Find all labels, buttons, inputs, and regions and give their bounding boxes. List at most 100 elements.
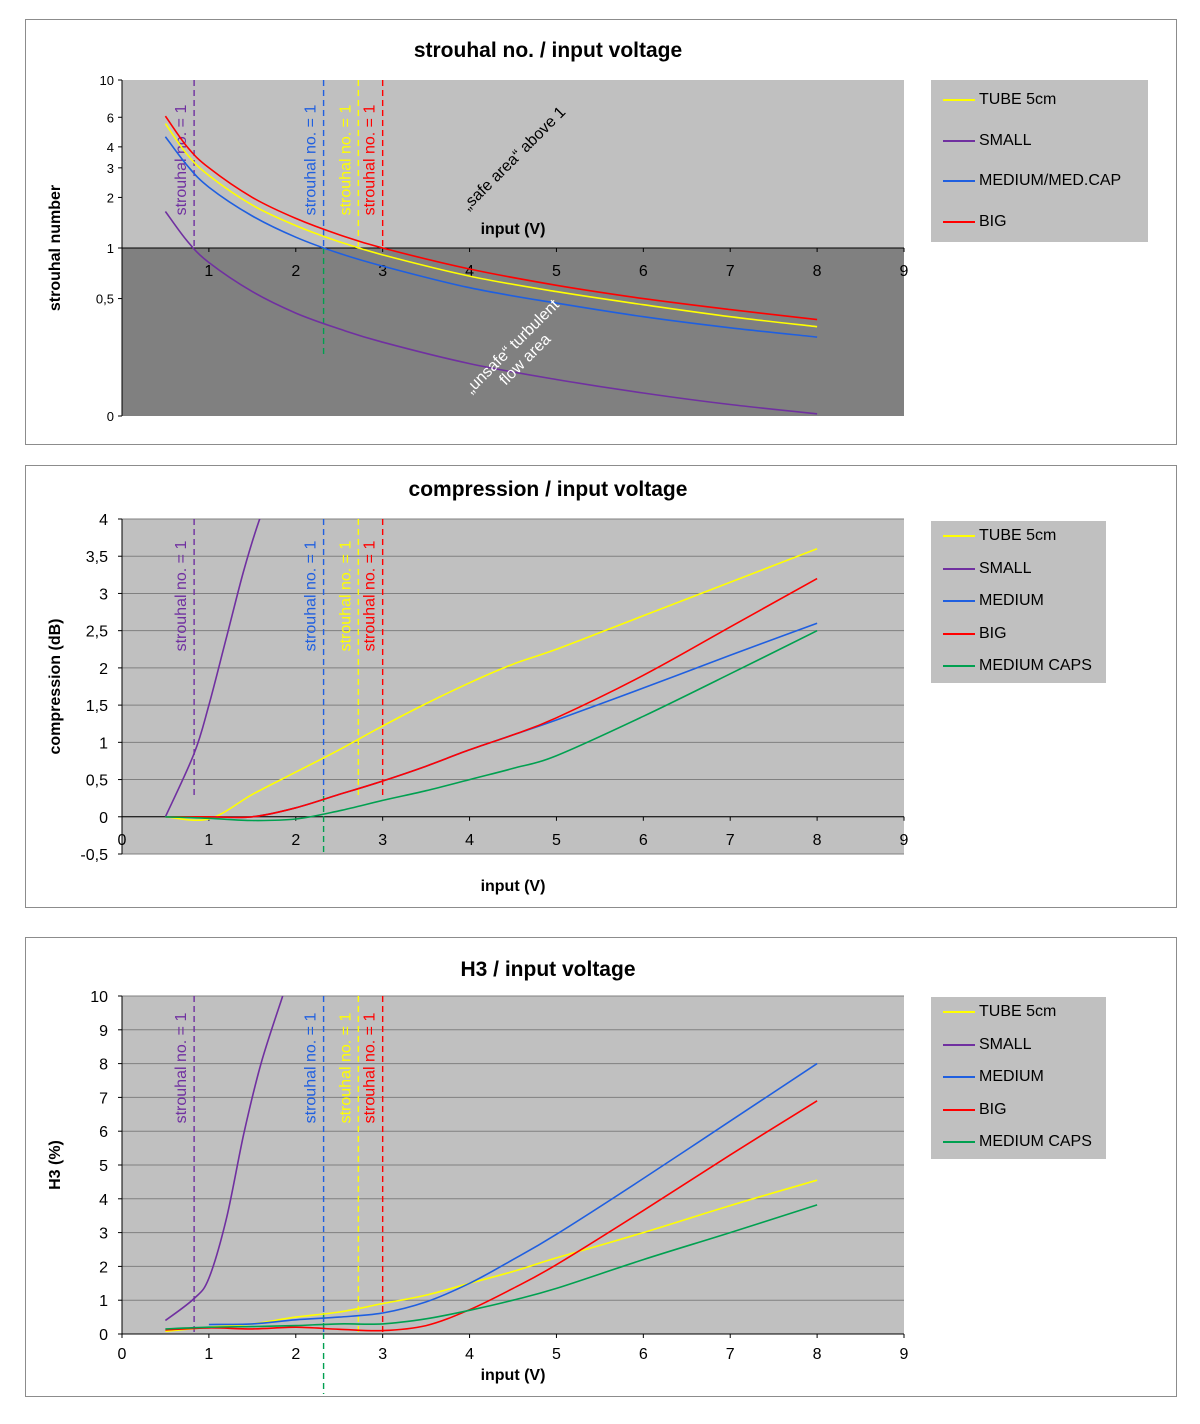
x-tick-label: 6 [639,832,648,849]
y-tick-label: 10 [90,989,108,1006]
x-tick-label: 9 [900,263,909,280]
h3-chart-panel: 0 1 2 3 4 5 6 7 8 9 10 0 1 2 3 4 5 6 7 8 9 H3 / input voltage… [25,937,1177,1397]
legend-swatch [943,567,975,570]
legend-label: MEDIUM/MED.CAP [979,172,1122,189]
legend-item: TUBE 5cm [943,1002,1056,1022]
legend-item: MEDIUM CAPS [943,656,1092,676]
legend-item: BIG [943,212,1007,232]
x-axis-label: input (V) [481,221,546,238]
legend-label: BIG [979,624,1007,642]
y-tick-label: 9 [99,1023,108,1040]
x-tick-label: 3 [378,1346,387,1363]
x-tick-label: 7 [726,263,735,280]
legend-swatch [943,1108,975,1111]
series-line [164,996,284,1322]
y-axis-label: compression (dB) [47,618,64,754]
legend-swatch [943,139,975,142]
x-tick-label: 7 [726,832,735,849]
x-tick-label: 2 [291,832,300,849]
x-tick-label: 6 [639,1346,648,1363]
y-tick-label: 2 [99,661,108,678]
y-tick-label: 0,5 [86,773,108,790]
legend-swatch [943,180,975,182]
y-axis-label: strouhal number [47,185,64,311]
legend-swatch [943,220,975,223]
strouhal-marker-label: strouhal no. = 1 [303,1013,320,1124]
y-tick-label: 2 [99,1259,108,1276]
legend-item: MEDIUM [943,591,1044,611]
legend-label: MEDIUM CAPS [979,1133,1092,1150]
series-line [164,123,818,328]
legend-swatch [943,1011,975,1013]
legend-swatch [943,632,975,635]
y-tick-label: 4 [99,1192,108,1209]
y-tick-label: 1,5 [86,698,108,715]
legend-item: SMALL [943,1035,1031,1055]
strouhal-marker-label: strouhal no. = 1 [337,105,354,216]
legend-label: TUBE 5cm [979,91,1057,108]
x-tick-label: 1 [204,832,213,849]
y-tick-label: 1 [99,1293,108,1310]
legend-item: TUBE 5cm [943,90,1056,110]
y-tick-label: 6 [99,1124,108,1141]
x-tick-label: 8 [813,832,822,849]
y-tick-label: 0 [99,810,108,827]
x-tick-label: 0 [118,832,127,849]
series-line [165,548,818,822]
strouhal-marker-label: strouhal no. = 1 [173,541,190,652]
series-line [164,136,818,338]
legend-swatch [943,99,975,101]
y-tick-label: 4 [99,512,108,529]
y-tick-label: 2,5 [86,624,108,641]
x-tick-label: 3 [378,263,387,280]
legend-item: MEDIUM CAPS [943,1132,1092,1152]
x-tick-label: 1 [204,1346,213,1363]
strouhal-marker-label: strouhal no. = 1 [337,541,354,652]
x-tick-label: 4 [465,1346,474,1363]
series-line [165,629,818,822]
series-line [164,211,818,415]
x-tick-label: 3 [378,832,387,849]
y-tick-label: 1 [99,735,108,752]
x-tick-label: 7 [726,1346,735,1363]
x-tick-label: 6 [639,263,648,280]
series-line [165,1204,818,1330]
x-tick-label: 8 [813,1346,822,1363]
legend-label: MEDIUM CAPS [979,657,1092,674]
y-tick-label: 3 [99,586,108,603]
legend-item: BIG [943,624,1007,644]
legend-item: MEDIUM [943,1067,1044,1087]
strouhal-marker-label: strouhal no. = 1 [362,541,379,652]
x-axis-label: input (V) [481,878,546,895]
chart-title: strouhal no. / input voltage [414,39,682,62]
legend-item: SMALL [943,559,1031,579]
series-line [165,1100,818,1332]
x-tick-label: 5 [552,263,561,280]
x-tick-label: 5 [552,1346,561,1363]
y-tick-label: 3,5 [86,549,108,566]
x-tick-label: 4 [465,263,474,280]
x-tick-label: 5 [552,832,561,849]
legend-label: BIG [979,212,1007,230]
compression-chart-panel: -0,5 0 0,5 1 1,5 2 2,5 3 3,5 4 0 1 2 3 4 5 6 7 8 9 compressi… [25,465,1177,908]
strouhal-marker-label: strouhal no. = 1 [337,1013,354,1124]
legend-label: SMALL [979,1035,1032,1053]
legend-swatch [943,1141,975,1143]
strouhal-marker-label: strouhal no. = 1 [303,541,320,652]
strouhal-marker-label: strouhal no. = 1 [362,1013,379,1124]
y-tick-label: 8 [99,1057,108,1074]
legend-item: BIG [943,1100,1007,1120]
h3-chart: 0 1 2 3 4 5 6 7 8 9 10 0 1 2 3 4 5 6 7 8 9 H3 / input voltage… [47,958,909,1394]
x-tick-label: 9 [900,832,909,849]
legend-swatch [943,1076,975,1078]
legend-label: TUBE 5cm [979,1003,1057,1020]
y-tick-label: 6 [107,110,114,125]
legend-item: SMALL [943,131,1031,151]
strouhal-chart: strouhal no. / input voltage strouhal num… [47,39,909,424]
compression-chart: -0,5 0 0,5 1 1,5 2 2,5 3 3,5 4 0 1 2 3 4 5 6 7 8 9 compressi… [47,478,909,895]
y-tick-label: 4 [107,140,114,155]
strouhal-chart-panel: strouhal no. / input voltage strouhal num… [25,19,1177,445]
series-line [165,577,818,819]
y-axis-label: H3 (%) [47,1140,64,1190]
x-tick-label: 2 [291,1346,300,1363]
